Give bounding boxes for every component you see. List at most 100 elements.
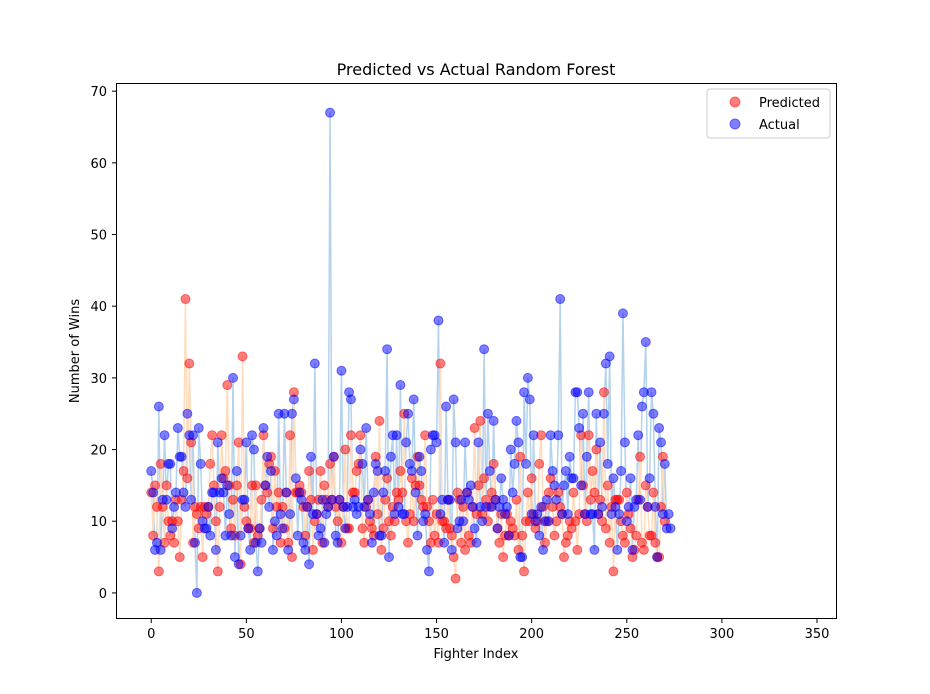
- y-tick-label: 50: [90, 229, 107, 244]
- point-actual: [309, 358, 320, 369]
- point-predicted: [395, 466, 406, 477]
- point-actual: [189, 537, 200, 548]
- point-predicted: [517, 530, 528, 541]
- point-actual: [547, 466, 558, 477]
- point-actual: [505, 444, 516, 455]
- point-actual: [165, 458, 176, 469]
- point-predicted: [587, 466, 598, 477]
- point-actual: [172, 423, 183, 434]
- point-actual: [435, 509, 446, 520]
- point-actual: [325, 107, 336, 118]
- point-actual: [496, 473, 507, 484]
- point-predicted: [374, 415, 385, 426]
- point-predicted: [182, 473, 193, 484]
- point-actual: [543, 516, 554, 527]
- point-actual: [315, 523, 326, 534]
- point-actual: [186, 494, 197, 505]
- point-predicted: [608, 566, 619, 577]
- data-points: [146, 107, 676, 598]
- point-actual: [306, 451, 317, 462]
- point-actual: [161, 494, 172, 505]
- point-actual: [511, 415, 522, 426]
- point-actual: [519, 387, 530, 398]
- point-actual: [193, 423, 204, 434]
- point-actual: [382, 344, 393, 355]
- point-actual: [178, 487, 189, 498]
- point-actual: [589, 544, 600, 555]
- point-actual: [302, 501, 313, 512]
- point-actual: [391, 430, 402, 441]
- point-actual: [384, 552, 394, 563]
- point-actual: [612, 544, 623, 555]
- point-actual: [319, 537, 330, 548]
- x-axis-title: Fighter Index: [434, 647, 519, 662]
- point-actual: [406, 466, 417, 477]
- point-actual: [275, 509, 286, 520]
- point-actual: [264, 501, 275, 512]
- point-actual: [385, 451, 396, 462]
- y-tick-label: 10: [90, 515, 107, 530]
- point-predicted: [256, 494, 267, 505]
- point-actual: [597, 501, 608, 512]
- point-actual: [635, 494, 646, 505]
- point-actual: [501, 501, 512, 512]
- point-actual: [534, 530, 545, 541]
- x-tick-label: 200: [519, 627, 544, 642]
- point-predicted: [598, 387, 609, 398]
- point-predicted: [534, 458, 545, 469]
- point-actual: [416, 466, 427, 477]
- point-predicted: [446, 530, 457, 541]
- point-actual: [288, 394, 299, 405]
- point-actual: [538, 544, 549, 555]
- point-actual: [252, 566, 263, 577]
- point-actual: [564, 451, 575, 462]
- plot-frame: [116, 83, 837, 619]
- point-actual: [644, 473, 655, 484]
- point-actual: [646, 387, 657, 398]
- point-predicted: [648, 487, 659, 498]
- point-actual: [446, 544, 457, 555]
- point-predicted: [568, 487, 579, 498]
- point-actual: [408, 394, 419, 405]
- point-actual: [423, 566, 434, 577]
- point-actual: [553, 430, 564, 441]
- point-actual: [176, 451, 187, 462]
- point-actual: [477, 516, 488, 527]
- point-actual: [292, 530, 303, 541]
- point-actual: [541, 494, 552, 505]
- point-actual: [245, 544, 256, 555]
- point-actual: [182, 408, 193, 419]
- point-actual: [364, 509, 375, 520]
- y-tick-label: 60: [90, 157, 107, 172]
- point-actual: [153, 401, 164, 412]
- point-actual: [357, 458, 368, 469]
- point-actual: [559, 480, 569, 491]
- point-predicted: [460, 544, 471, 555]
- point-actual: [277, 523, 288, 534]
- point-actual: [583, 387, 594, 398]
- point-actual: [471, 537, 482, 548]
- point-actual: [271, 530, 282, 541]
- point-predicted: [197, 552, 208, 563]
- point-actual: [311, 509, 322, 520]
- point-actual: [528, 430, 539, 441]
- point-actual: [269, 516, 280, 527]
- point-actual: [212, 437, 223, 448]
- point-actual: [450, 437, 461, 448]
- point-predicted: [285, 430, 296, 441]
- point-actual: [401, 437, 412, 448]
- point-predicted: [205, 458, 216, 469]
- point-actual: [656, 437, 667, 448]
- point-actual: [410, 487, 421, 498]
- point-actual: [492, 523, 503, 534]
- point-actual: [226, 530, 237, 541]
- point-actual: [285, 509, 296, 520]
- point-actual: [640, 337, 651, 348]
- point-actual: [433, 315, 444, 326]
- point-predicted: [237, 351, 248, 362]
- point-actual: [155, 544, 166, 555]
- point-actual: [159, 430, 170, 441]
- point-predicted: [376, 544, 387, 555]
- y-axis-title: Number of Wins: [68, 299, 83, 403]
- point-actual: [621, 516, 632, 527]
